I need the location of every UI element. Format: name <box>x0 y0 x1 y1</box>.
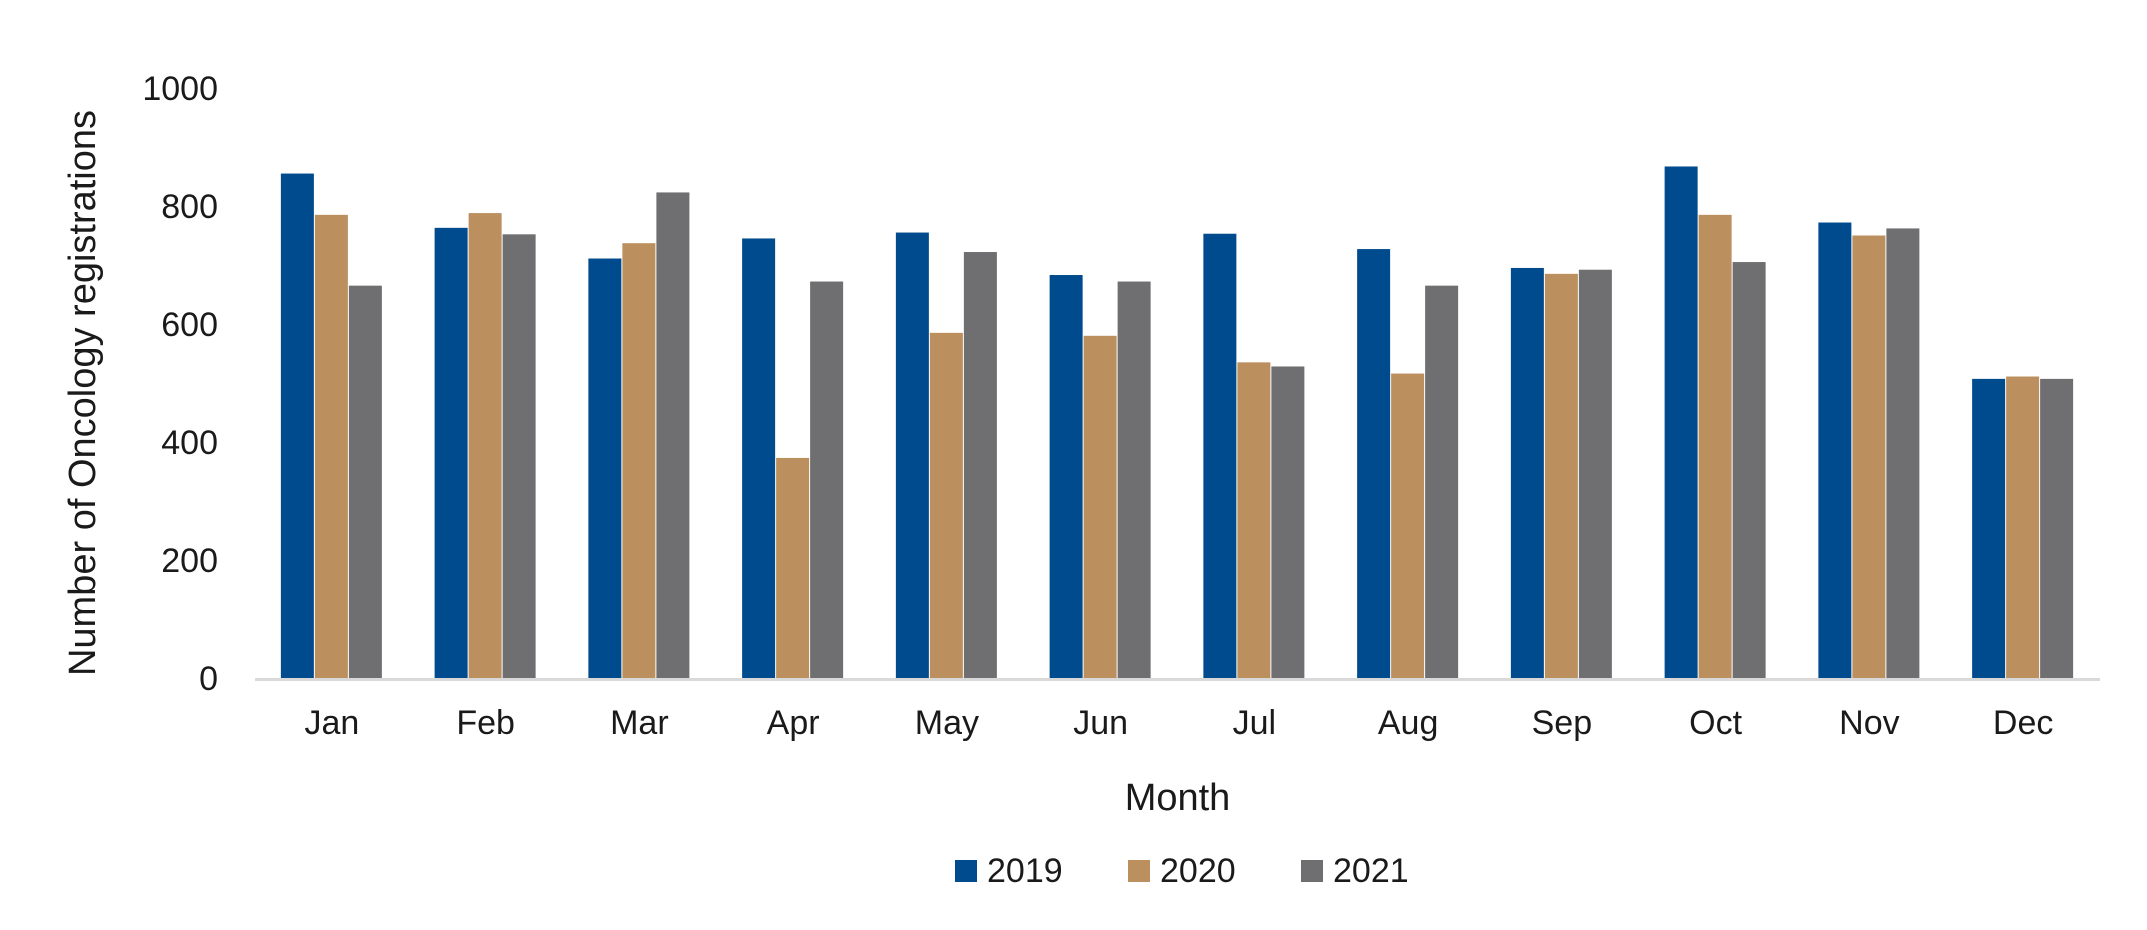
bar-2021-jun <box>1117 281 1151 678</box>
legend: 2019 2020 2021 <box>955 852 1409 890</box>
bar-2019-jul <box>1203 233 1237 679</box>
legend-label-2020: 2020 <box>1160 852 1236 890</box>
bar-2020-feb <box>468 213 502 678</box>
y-tick-label: 400 <box>161 424 218 462</box>
legend-label-2019: 2019 <box>987 852 1063 890</box>
bar-2020-sep <box>1544 273 1578 678</box>
bar-2021-jan <box>348 285 382 678</box>
bar-2019-jan <box>280 173 314 679</box>
bar-2021-sep <box>1578 269 1612 678</box>
y-tick-label: 1000 <box>142 70 218 108</box>
x-tick-label: May <box>915 704 979 742</box>
bar-2020-may <box>929 332 963 678</box>
bar-2020-dec <box>2006 376 2040 678</box>
bar-2021-jul <box>1271 366 1305 678</box>
y-tick-label: 200 <box>161 542 218 580</box>
bar-2020-apr <box>776 457 810 678</box>
y-axis-ticks: 0 200 400 600 800 1000 <box>142 70 218 698</box>
bar-2019-nov <box>1818 222 1852 678</box>
legend-label-2021: 2021 <box>1333 852 1409 890</box>
y-tick-label: 0 <box>199 660 218 698</box>
bar-2021-mar <box>656 192 690 678</box>
y-tick-label: 600 <box>161 306 218 344</box>
x-tick-label: Oct <box>1689 704 1742 742</box>
x-tick-label: Jan <box>304 704 359 742</box>
legend-swatch-2019 <box>955 860 977 882</box>
x-tick-label: Sep <box>1532 704 1593 742</box>
x-tick-label: Aug <box>1378 704 1439 742</box>
x-tick-label: Feb <box>456 704 515 742</box>
legend-swatch-2020 <box>1128 860 1150 882</box>
x-tick-label: Apr <box>767 704 820 742</box>
bar-2020-jul <box>1237 362 1271 678</box>
bar-2021-feb <box>502 234 536 678</box>
y-axis-title: Number of Oncology registrations <box>62 110 104 676</box>
bar-2020-aug <box>1391 373 1425 678</box>
bar-2019-dec <box>1972 378 2006 678</box>
bar-2019-mar <box>588 258 622 678</box>
bar-2019-apr <box>742 238 776 678</box>
bar-2021-nov <box>1886 228 1920 679</box>
bar-2020-oct <box>1698 214 1732 678</box>
bar-2021-oct <box>1732 262 1766 678</box>
bar-2020-mar <box>622 243 656 679</box>
x-tick-label: Mar <box>610 704 669 742</box>
x-axis-ticks: Jan Feb Mar Apr May Jun Jul Aug Sep Oct Nov Dec <box>304 704 2053 742</box>
x-tick-label: Nov <box>1839 704 1899 742</box>
bars-group <box>280 166 2074 679</box>
bar-2019-may <box>895 232 929 679</box>
bar-2021-apr <box>810 281 844 678</box>
x-tick-label: Jun <box>1073 704 1128 742</box>
y-tick-label: 800 <box>161 188 218 226</box>
legend-swatch-2021 <box>1301 860 1323 882</box>
bar-2021-may <box>963 252 997 678</box>
x-tick-label: Dec <box>1993 704 2053 742</box>
x-tick-label: Jul <box>1233 704 1276 742</box>
bar-2020-nov <box>1852 235 1886 678</box>
x-axis-title: Month <box>1125 777 1231 819</box>
bar-2019-jun <box>1049 275 1083 678</box>
bar-2020-jun <box>1083 335 1117 678</box>
bar-2021-dec <box>2040 378 2074 678</box>
bar-2019-aug <box>1357 249 1391 678</box>
bar-2020-jan <box>314 214 348 678</box>
bar-2019-oct <box>1664 166 1698 678</box>
bar-2021-aug <box>1425 285 1459 678</box>
bar-2019-sep <box>1510 267 1544 678</box>
bar-2019-feb <box>434 227 468 678</box>
